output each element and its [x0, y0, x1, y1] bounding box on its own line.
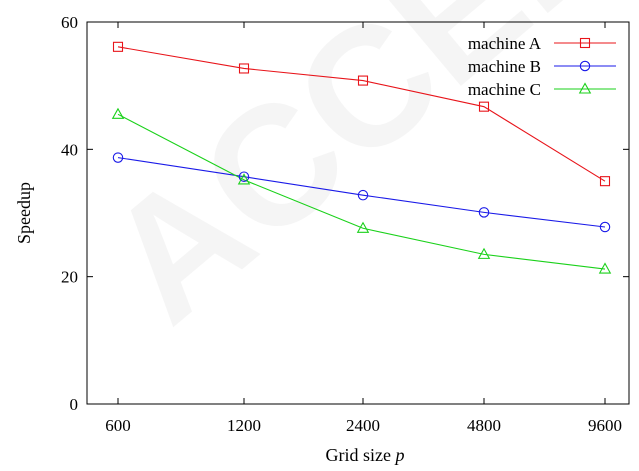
legend-label-machine-b: machine B: [468, 57, 541, 76]
data-point-machine-c: [237, 173, 251, 185]
data-point-machine-b: [238, 171, 250, 182]
y-tick-label: 0: [70, 395, 79, 414]
data-point-machine-b: [112, 152, 124, 163]
data-point-machine-a: [357, 75, 369, 86]
data-point-machine-a: [238, 63, 250, 74]
x-tick-label: 2400: [346, 416, 380, 435]
data-point-machine-c: [356, 221, 370, 233]
y-tick-label: 60: [61, 13, 78, 32]
x-axis-label: Grid size p: [326, 445, 405, 465]
x-tick-label: 9600: [588, 416, 622, 435]
y-tick-label: 40: [61, 140, 78, 159]
legend-label-machine-c: machine C: [468, 80, 541, 99]
series-markers: [111, 41, 612, 274]
data-point-machine-c: [111, 107, 125, 119]
legend-marker-machine-c: [578, 82, 592, 94]
plot-area-frame: [86, 21, 630, 405]
series-line-machine-b: [117, 157, 606, 228]
series-line-machine-a: [117, 46, 606, 182]
data-point-machine-b: [478, 207, 490, 218]
data-point-machine-b: [599, 221, 611, 233]
legend-marker-machine-b: [579, 60, 591, 72]
legend: machine A machine B machine C: [468, 34, 616, 99]
y-tick-label: 20: [61, 268, 78, 287]
axis-ticks: 0 20 40 60 600 1200 2400 4800 9600: [61, 13, 629, 435]
legend-label-machine-a: machine A: [468, 34, 542, 53]
series-lines: [117, 46, 606, 270]
data-point-machine-a: [112, 41, 124, 52]
series-line-machine-c: [117, 113, 606, 270]
y-axis-label: Speedup: [14, 182, 34, 244]
x-tick-label: 600: [105, 416, 131, 435]
data-point-machine-c: [477, 247, 491, 259]
data-point-machine-b: [357, 189, 369, 201]
data-point-machine-a: [478, 101, 490, 112]
x-tick-label: 4800: [467, 416, 501, 435]
data-point-machine-c: [598, 262, 612, 274]
legend-marker-machine-a: [579, 37, 591, 49]
x-tick-label: 1200: [227, 416, 261, 435]
data-point-machine-a: [599, 176, 611, 187]
